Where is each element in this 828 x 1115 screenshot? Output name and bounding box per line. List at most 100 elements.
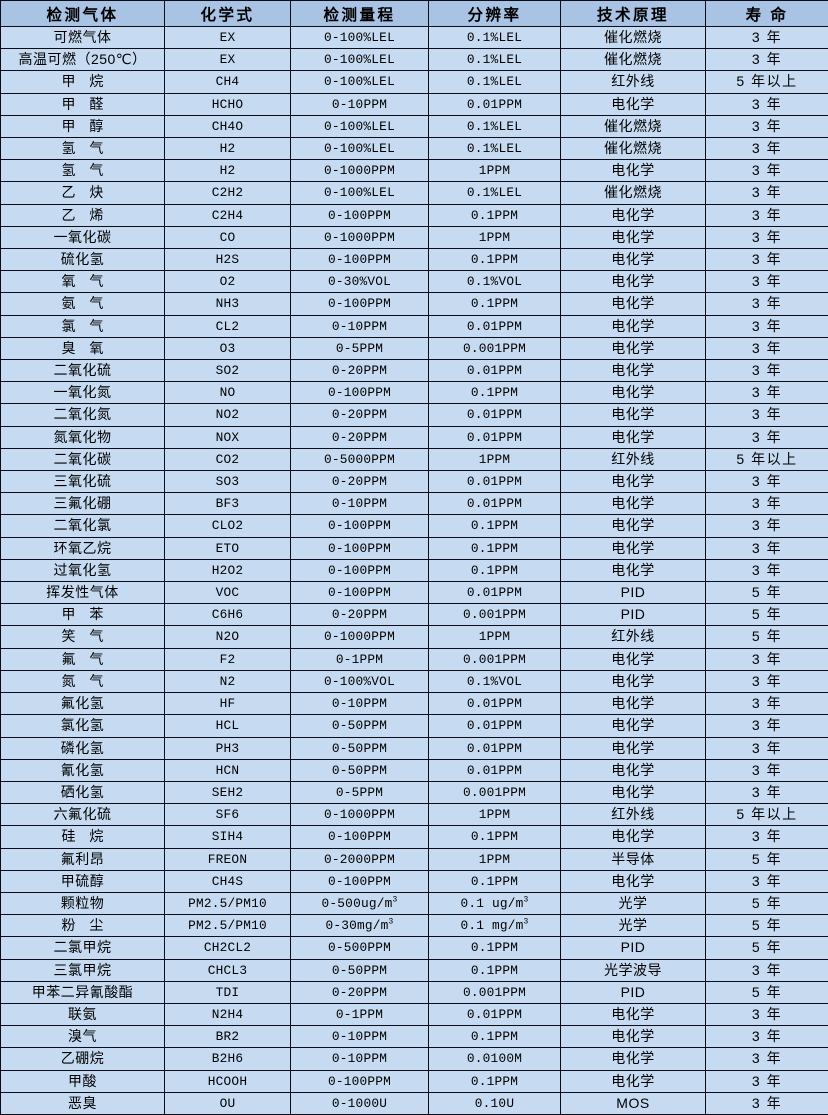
cell-technology: 电化学 xyxy=(561,559,706,581)
cell-lifespan: 3 年 xyxy=(706,382,828,404)
cell-lifespan: 3 年 xyxy=(706,870,828,892)
cell-technology: 电化学 xyxy=(561,1070,706,1092)
cell-range: 0-100PPM xyxy=(291,293,429,315)
cell-formula: O3 xyxy=(165,337,291,359)
cell-gas: 粉 尘 xyxy=(1,915,165,937)
cell-formula: F2 xyxy=(165,648,291,670)
cell-range: 0-500ug/m3 xyxy=(291,892,429,914)
cell-range: 0-20PPM xyxy=(291,604,429,626)
cell-lifespan: 3 年 xyxy=(706,27,828,49)
cell-resolution: 0.1 mg/m3 xyxy=(429,915,561,937)
cell-lifespan: 3 年 xyxy=(706,226,828,248)
cell-formula: C2H4 xyxy=(165,204,291,226)
cell-formula: CH4 xyxy=(165,71,291,93)
cell-gas: 环氧乙烷 xyxy=(1,537,165,559)
cell-range: 0-10PPM xyxy=(291,93,429,115)
cell-lifespan: 5 年 xyxy=(706,626,828,648)
cell-resolution: 0.1PPM xyxy=(429,515,561,537)
cell-gas: 氯 气 xyxy=(1,315,165,337)
cell-lifespan: 5 年以上 xyxy=(706,71,828,93)
cell-formula: CO xyxy=(165,226,291,248)
cell-lifespan: 3 年 xyxy=(706,204,828,226)
cell-gas: 二氧化硫 xyxy=(1,360,165,382)
cell-gas: 氧 气 xyxy=(1,271,165,293)
cell-technology: 催化燃烧 xyxy=(561,27,706,49)
cell-lifespan: 3 年 xyxy=(706,1003,828,1025)
cell-technology: 电化学 xyxy=(561,693,706,715)
cell-formula: C2H2 xyxy=(165,182,291,204)
cell-formula: SIH4 xyxy=(165,826,291,848)
cell-resolution: 0.01PPM xyxy=(429,715,561,737)
cell-range: 0-10PPM xyxy=(291,1048,429,1070)
cell-formula: BR2 xyxy=(165,1026,291,1048)
cell-formula: BF3 xyxy=(165,493,291,515)
column-header-resolution: 分辨率 xyxy=(429,1,561,27)
cell-resolution: 0.1PPM xyxy=(429,937,561,959)
cell-technology: 红外线 xyxy=(561,71,706,93)
cell-range: 0-10PPM xyxy=(291,493,429,515)
cell-formula: O2 xyxy=(165,271,291,293)
cell-formula: N2O xyxy=(165,626,291,648)
cell-lifespan: 3 年 xyxy=(706,715,828,737)
cell-resolution: 0.01PPM xyxy=(429,471,561,493)
cell-technology: 电化学 xyxy=(561,1003,706,1025)
cell-formula: H2 xyxy=(165,160,291,182)
cell-resolution: 0.01PPM xyxy=(429,693,561,715)
cell-range: 0-20PPM xyxy=(291,981,429,1003)
cell-gas: 六氟化硫 xyxy=(1,804,165,826)
cell-lifespan: 3 年 xyxy=(706,249,828,271)
cell-gas: 甲 烷 xyxy=(1,71,165,93)
cell-range: 0-10PPM xyxy=(291,315,429,337)
cell-lifespan: 3 年 xyxy=(706,293,828,315)
cell-resolution: 0.1PPM xyxy=(429,1026,561,1048)
cell-formula: CH2CL2 xyxy=(165,937,291,959)
cell-resolution: 0.1PPM xyxy=(429,959,561,981)
cell-range: 0-500PPM xyxy=(291,937,429,959)
cell-range: 0-20PPM xyxy=(291,404,429,426)
cell-resolution: 0.001PPM xyxy=(429,604,561,626)
column-header-lifespan: 寿 命 xyxy=(706,1,828,27)
cell-lifespan: 3 年 xyxy=(706,1070,828,1092)
cell-resolution: 0.001PPM xyxy=(429,781,561,803)
cell-gas: 氨 气 xyxy=(1,293,165,315)
cell-technology: 电化学 xyxy=(561,537,706,559)
cell-range: 0-2000PPM xyxy=(291,848,429,870)
cell-gas: 氟利昂 xyxy=(1,848,165,870)
cell-range: 0-1000U xyxy=(291,1092,429,1114)
cell-technology: 电化学 xyxy=(561,781,706,803)
cell-resolution: 0.1PPM xyxy=(429,826,561,848)
cell-technology: 催化燃烧 xyxy=(561,138,706,160)
cell-lifespan: 5 年 xyxy=(706,582,828,604)
cell-gas: 氮氧化物 xyxy=(1,426,165,448)
cell-technology: 电化学 xyxy=(561,160,706,182)
cell-range: 0-1000PPM xyxy=(291,804,429,826)
cell-gas: 氟 气 xyxy=(1,648,165,670)
column-header-range: 检测量程 xyxy=(291,1,429,27)
cell-lifespan: 3 年 xyxy=(706,115,828,137)
cell-resolution: 0.1PPM xyxy=(429,537,561,559)
cell-range: 0-100PPM xyxy=(291,559,429,581)
cell-resolution: 0.001PPM xyxy=(429,337,561,359)
cell-range: 0-100%LEL xyxy=(291,182,429,204)
cell-formula: H2O2 xyxy=(165,559,291,581)
cell-lifespan: 3 年 xyxy=(706,49,828,71)
cell-technology: 电化学 xyxy=(561,271,706,293)
cell-resolution: 0.01PPM xyxy=(429,404,561,426)
cell-resolution: 0.1 ug/m3 xyxy=(429,892,561,914)
cell-formula: CH4S xyxy=(165,870,291,892)
cell-range: 0-100PPM xyxy=(291,1070,429,1092)
cell-technology: 光学 xyxy=(561,915,706,937)
